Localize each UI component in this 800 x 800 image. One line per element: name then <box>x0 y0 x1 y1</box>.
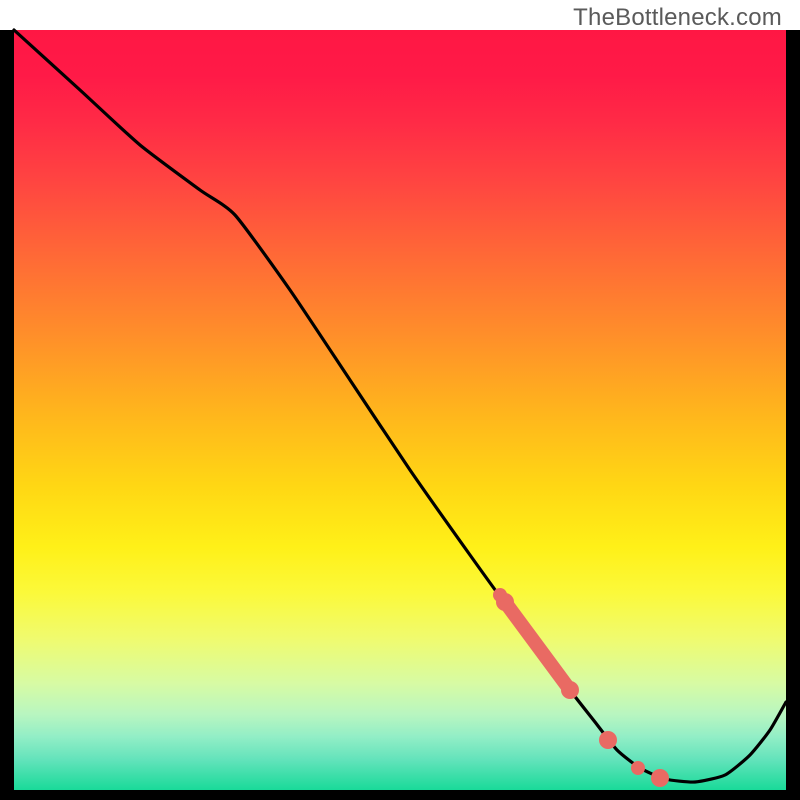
highlight-endcap <box>561 681 579 699</box>
plot-background <box>14 30 786 790</box>
bottleneck-chart: TheBottleneck.com <box>0 0 800 800</box>
highlight-dot <box>651 769 669 787</box>
watermark-text: TheBottleneck.com <box>573 4 782 32</box>
highlight-dot <box>599 731 617 749</box>
chart-svg <box>0 0 800 800</box>
chart-frame <box>0 30 800 800</box>
highlight-dot <box>631 761 645 775</box>
highlight-dot <box>493 588 507 602</box>
